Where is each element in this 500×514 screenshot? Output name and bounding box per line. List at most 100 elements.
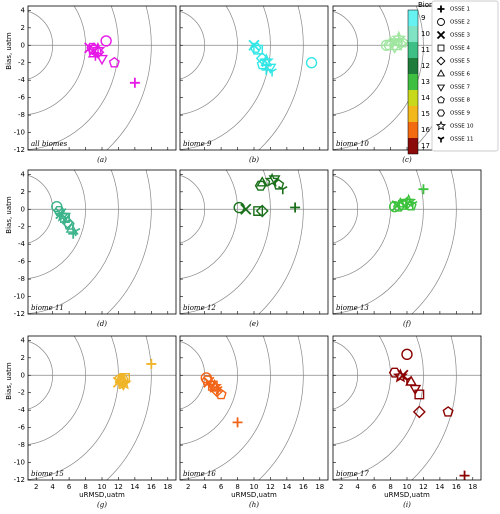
x-tick-label: 4: [50, 483, 55, 491]
y-axis-label: Bias, uatm: [5, 362, 13, 400]
x-tick-label: 10: [250, 483, 259, 491]
y-tick-label: -6: [18, 258, 26, 266]
panel-title: biome 10: [336, 140, 369, 148]
y-tick-label: -2: [18, 59, 25, 67]
marker: [96, 54, 108, 66]
y-tick-label: -10: [14, 459, 25, 467]
x-tick-label: 10: [98, 483, 107, 491]
y-tick-label: 4: [21, 336, 26, 344]
marker: [60, 215, 74, 229]
reference-arc: [333, 6, 391, 115]
marker: [254, 180, 267, 191]
marker: [253, 44, 264, 55]
y-tick-label: -10: [14, 129, 25, 137]
panel-title: biome 16: [183, 470, 216, 478]
x-tick-label: 18: [315, 483, 324, 491]
colorbar-label: 14: [421, 94, 430, 102]
marker: [401, 348, 413, 361]
panel-caption: (f): [403, 320, 411, 328]
colorbar-segment: [408, 26, 418, 42]
marker: [253, 206, 264, 216]
marker: [442, 406, 454, 417]
marker: [249, 42, 262, 53]
x-tick-label: 6: [372, 483, 377, 491]
x-tick-label: 12: [419, 483, 428, 491]
colorbar-segment: [408, 106, 418, 122]
legend-label: OSSE 7: [450, 85, 471, 91]
x-tick-label: 12: [266, 483, 275, 491]
marker: [405, 199, 417, 211]
marker: [437, 95, 445, 104]
reference-arc: [180, 6, 238, 115]
colorbar-label: 9: [421, 14, 425, 22]
y-tick-label: -10: [14, 293, 25, 301]
legend-label: OSSE 1: [450, 7, 470, 13]
marker: [114, 380, 124, 390]
y-tick-label: -6: [18, 94, 26, 102]
legend-label: OSSE 2: [450, 20, 470, 26]
colorbar-segment: [408, 74, 418, 90]
colorbar-segment: [408, 10, 418, 26]
marker: [233, 201, 245, 214]
y-tick-label: 0: [21, 205, 25, 213]
y-tick-label: 4: [21, 170, 26, 178]
y-tick-label: 4: [21, 6, 26, 14]
legend-label: OSSE 11: [450, 137, 474, 143]
colorbar-segment: [408, 138, 418, 154]
marker: [264, 172, 280, 187]
reference-arc: [333, 6, 424, 150]
panel: [180, 170, 328, 314]
y-axis-label: Bias, uatm: [5, 196, 13, 234]
y-tick-label: -12: [14, 146, 25, 154]
marker: [255, 204, 269, 218]
marker: [436, 84, 446, 92]
panel-caption: (e): [249, 320, 259, 328]
panel-caption: (b): [249, 156, 259, 164]
panel: [28, 336, 176, 480]
reference-arc: [28, 6, 119, 150]
marker: [401, 193, 417, 208]
colorbar-segment: [408, 122, 418, 138]
plot-frame: [179, 335, 329, 481]
marker: [409, 384, 422, 396]
marker: [90, 52, 101, 61]
marker: [55, 207, 70, 222]
x-tick-label: 18: [468, 483, 477, 491]
y-tick-label: -8: [18, 275, 25, 283]
plot-frame: [179, 169, 329, 315]
marker: [436, 109, 446, 117]
y-tick-label: -8: [18, 441, 25, 449]
x-axis-label: uRMSD,uatm: [231, 491, 277, 499]
x-tick-label: 4: [355, 483, 360, 491]
marker: [63, 219, 75, 230]
colorbar-segment: [408, 58, 418, 74]
y-tick-label: -2: [18, 223, 25, 231]
marker: [383, 40, 395, 51]
colorbar-label: 13: [421, 78, 430, 86]
plot-frame: [179, 5, 329, 151]
marker: [100, 35, 112, 47]
marker: [391, 30, 407, 45]
marker: [256, 58, 268, 70]
x-tick-label: 4: [202, 483, 207, 491]
marker: [305, 57, 318, 69]
marker: [65, 222, 78, 233]
legend-label: OSSE 9: [450, 111, 471, 117]
colorbar-label: 15: [421, 110, 430, 118]
panel-title: biome 15: [31, 470, 64, 478]
plot-frame: [27, 169, 177, 315]
panel-caption: (h): [249, 501, 259, 509]
marker: [290, 202, 301, 213]
plot-frame: [332, 169, 482, 315]
x-tick-label: 16: [452, 483, 461, 491]
colorbar-label: 17: [421, 142, 430, 150]
y-tick-label: -8: [18, 111, 25, 119]
marker: [437, 136, 445, 143]
x-tick-label: 6: [67, 483, 72, 491]
marker: [116, 375, 132, 390]
marker: [459, 470, 470, 480]
x-tick-label: 12: [114, 483, 123, 491]
plot-frame: [27, 335, 177, 481]
legend-label: OSSE 6: [450, 72, 471, 78]
marker: [408, 200, 418, 210]
